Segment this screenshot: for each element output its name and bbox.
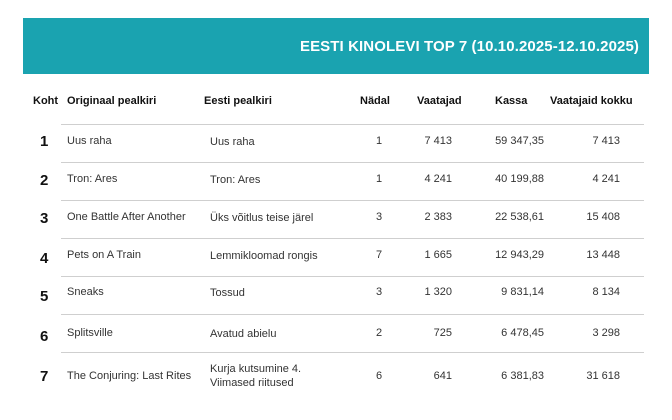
rank-cell: 2: [40, 172, 49, 189]
rank-cell: 1: [40, 133, 49, 150]
table-row: 1 Uus raha Uus raha 1 7 413 59 347,35 7 …: [0, 124, 672, 162]
table-row: 3 One Battle After Another Üks võitlus t…: [0, 200, 672, 238]
viewers-cell: 2 383: [424, 211, 452, 223]
original-title-cell: One Battle After Another: [67, 211, 186, 223]
week-cell: 7: [375, 249, 383, 261]
original-title-cell: Uus raha: [67, 135, 112, 147]
viewers-cell: 1 320: [424, 286, 452, 298]
row-divider: [61, 124, 644, 125]
table-row: 4 Pets on A Train Lemmikloomad rongis 7 …: [0, 238, 672, 276]
row-divider: [61, 162, 644, 163]
row-divider: [61, 200, 644, 201]
revenue-cell: 6 478,45: [501, 327, 544, 339]
header-original-title: Originaal pealkiri: [67, 95, 157, 107]
viewers-cell: 4 241: [424, 173, 452, 185]
total-viewers-cell: 3 298: [592, 327, 620, 339]
revenue-cell: 6 381,83: [501, 370, 544, 382]
revenue-cell: 12 943,29: [495, 249, 544, 261]
viewers-cell: 725: [433, 327, 452, 339]
revenue-cell: 22 538,61: [495, 211, 544, 223]
rank-cell: 6: [40, 328, 49, 345]
original-title-cell: Sneaks: [67, 286, 104, 298]
row-divider: [61, 238, 644, 239]
viewers-cell: 1 665: [424, 249, 452, 261]
total-viewers-cell: 15 408: [586, 211, 620, 223]
rank-cell: 5: [40, 288, 49, 305]
revenue-cell: 59 347,35: [495, 135, 544, 147]
week-cell: 6: [375, 370, 383, 382]
table-row: 7 The Conjuring: Last Rites Kurja kutsum…: [0, 352, 672, 394]
original-title-cell: Pets on A Train: [67, 249, 141, 261]
estonian-title-cell: Tossud: [210, 287, 245, 299]
estonian-title-cell: Uus raha: [210, 136, 255, 148]
header-estonian-title: Eesti pealkiri: [204, 95, 272, 107]
header-viewers: Vaatajad: [417, 95, 462, 107]
week-cell: 2: [375, 327, 383, 339]
header-rank: Koht: [33, 95, 59, 107]
row-divider: [61, 352, 644, 353]
total-viewers-cell: 8 134: [592, 286, 620, 298]
estonian-title-line1: Kurja kutsumine 4.: [210, 363, 302, 375]
viewers-cell: 641: [433, 370, 452, 382]
table-row: 2 Tron: Ares Tron: Ares 1 4 241 40 199,8…: [0, 162, 672, 200]
header-week: Nädal: [360, 95, 390, 107]
original-title-cell: Tron: Ares: [67, 173, 118, 185]
revenue-cell: 9 831,14: [501, 286, 544, 298]
original-title-cell: Splitsville: [67, 327, 113, 339]
table-row: 5 Sneaks Tossud 3 1 320 9 831,14 8 134: [0, 276, 672, 314]
row-divider: [61, 276, 644, 277]
estonian-title-cell: Üks võitlus teise järel: [210, 212, 314, 224]
week-cell: 1: [375, 173, 383, 185]
estonian-title-cell: Kurja kutsumine 4. Viimased riitused: [210, 362, 301, 390]
week-cell: 3: [375, 286, 383, 298]
rank-cell: 7: [40, 368, 49, 385]
total-viewers-cell: 4 241: [592, 173, 620, 185]
header-total-viewers: Vaatajaid kokku: [550, 95, 633, 107]
table-header: Koht Originaal pealkiri Eesti pealkiri N…: [0, 95, 672, 111]
revenue-cell: 40 199,88: [495, 173, 544, 185]
total-viewers-cell: 7 413: [592, 135, 620, 147]
estonian-title-cell: Avatud abielu: [210, 328, 277, 340]
header-revenue: Kassa: [495, 95, 528, 107]
estonian-title-cell: Lemmikloomad rongis: [210, 250, 318, 262]
page-title: EESTI KINOLEVI TOP 7 (10.10.2025-12.10.2…: [299, 38, 639, 55]
rank-cell: 4: [40, 250, 49, 267]
original-title-cell: The Conjuring: Last Rites: [67, 370, 192, 382]
estonian-title-cell: Tron: Ares: [210, 174, 261, 186]
week-cell: 1: [375, 135, 383, 147]
viewers-cell: 7 413: [424, 135, 452, 147]
table-row: 6 Splitsville Avatud abielu 2 725 6 478,…: [0, 314, 672, 352]
total-viewers-cell: 13 448: [586, 249, 620, 261]
estonian-title-line2: Viimased riitused: [210, 377, 294, 389]
row-divider: [61, 314, 644, 315]
total-viewers-cell: 31 618: [586, 370, 620, 382]
week-cell: 3: [375, 211, 383, 223]
title-banner: EESTI KINOLEVI TOP 7 (10.10.2025-12.10.2…: [23, 18, 649, 74]
rank-cell: 3: [40, 210, 49, 227]
